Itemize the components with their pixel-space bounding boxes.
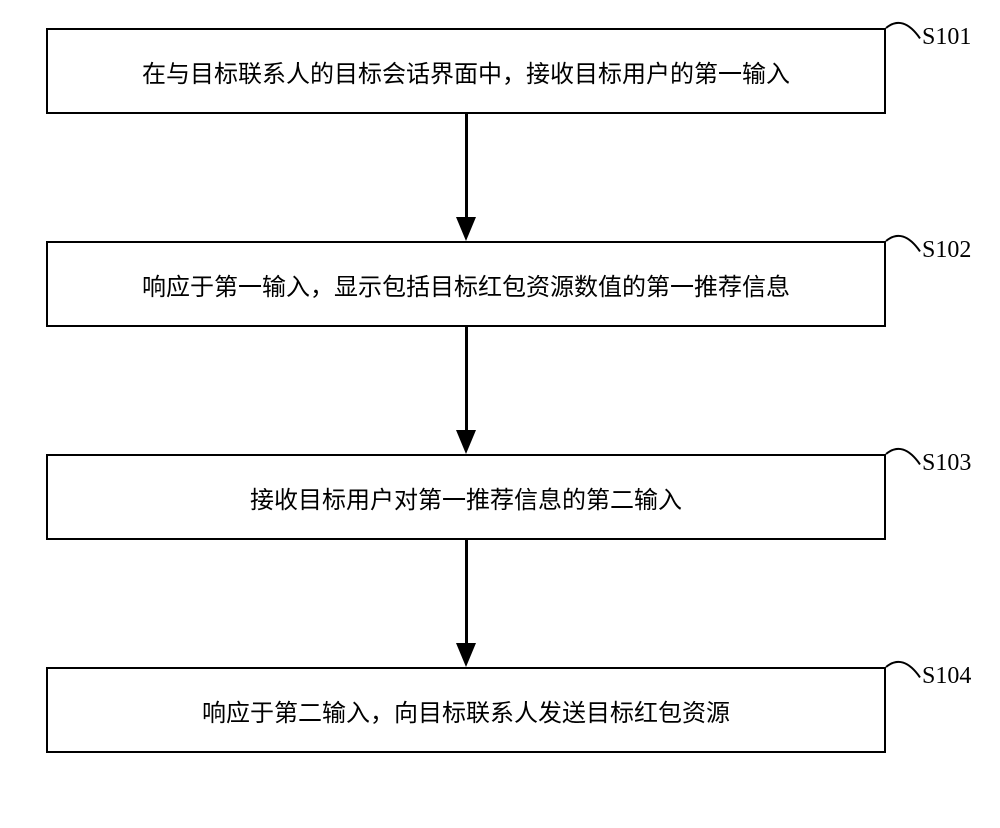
- step-text: 响应于第一输入，显示包括目标红包资源数值的第一推荐信息: [142, 267, 790, 302]
- arrow-head-1: [456, 217, 476, 241]
- arrow-head-3: [456, 643, 476, 667]
- label-curve-s102: [884, 219, 922, 253]
- step-text: 在与目标联系人的目标会话界面中，接收目标用户的第一输入: [142, 54, 790, 89]
- label-curve-s104: [884, 645, 922, 679]
- step-box-s102: 响应于第一输入，显示包括目标红包资源数值的第一推荐信息: [46, 241, 886, 327]
- step-text: 接收目标用户对第一推荐信息的第二输入: [250, 480, 682, 515]
- step-box-s101: 在与目标联系人的目标会话界面中，接收目标用户的第一输入: [46, 28, 886, 114]
- label-curve-s103: [884, 432, 922, 466]
- arrow-shaft-1: [465, 114, 468, 217]
- step-text: 响应于第二输入，向目标联系人发送目标红包资源: [202, 693, 730, 728]
- arrow-head-2: [456, 430, 476, 454]
- step-label-s101: S101: [922, 24, 971, 51]
- flowchart-canvas: 在与目标联系人的目标会话界面中，接收目标用户的第一输入 S101 响应于第一输入…: [0, 0, 1000, 828]
- arrow-shaft-2: [465, 327, 468, 430]
- step-box-s103: 接收目标用户对第一推荐信息的第二输入: [46, 454, 886, 540]
- step-box-s104: 响应于第二输入，向目标联系人发送目标红包资源: [46, 667, 886, 753]
- step-label-s102: S102: [922, 237, 971, 264]
- step-label-s104: S104: [922, 663, 971, 690]
- step-label-s103: S103: [922, 450, 971, 477]
- label-curve-s101: [884, 6, 922, 40]
- arrow-shaft-3: [465, 540, 468, 643]
